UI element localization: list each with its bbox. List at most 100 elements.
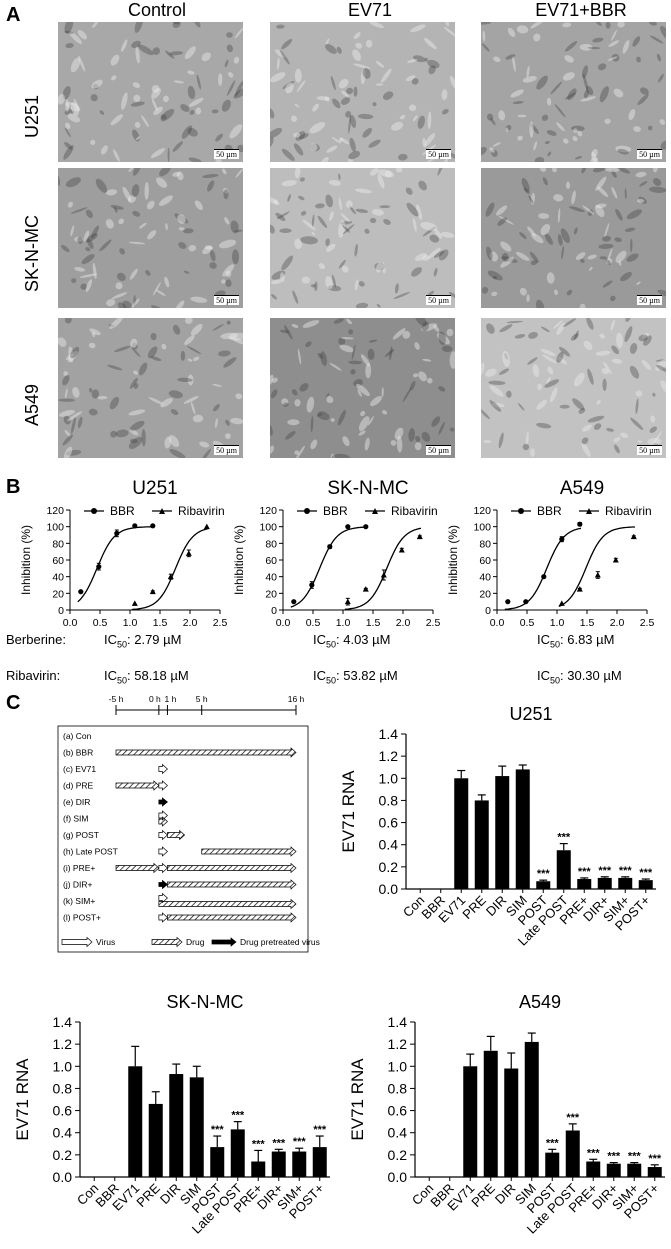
significance-marker: *** xyxy=(557,832,571,844)
legend-ribavirin-marker xyxy=(159,508,165,514)
bbr-point xyxy=(327,544,333,550)
legend-ribavirin-marker xyxy=(372,508,378,514)
bar-sim xyxy=(515,769,530,889)
ribavirin-point xyxy=(416,533,423,540)
ribavirin-point xyxy=(149,588,156,595)
bar-dir- xyxy=(271,1151,286,1177)
virus-arrow xyxy=(158,763,168,775)
micrograph-sk-n-mc-control: 50 µm xyxy=(58,168,243,308)
timeline-tick-label: 16 h xyxy=(288,694,305,704)
y-tick-label: 100 xyxy=(473,522,491,534)
panel-letter-c: C xyxy=(6,692,21,714)
drug-arrow xyxy=(167,912,297,923)
bbr-point xyxy=(309,582,315,588)
y-tick-label: 1.2 xyxy=(53,1036,73,1052)
y-axis-label: Inhibition (%) xyxy=(232,525,246,595)
scale-bar: 50 µm xyxy=(426,445,451,455)
ribavirin-point xyxy=(612,557,619,563)
bar-chart-title: SK-N-MC xyxy=(167,992,244,1012)
scale-bar: 50 µm xyxy=(637,295,662,305)
cell-texture xyxy=(481,22,666,162)
x-tick-label: 0.5 xyxy=(520,617,535,629)
x-tick-label: 0.5 xyxy=(93,617,108,629)
ribavirin-point xyxy=(344,598,351,605)
y-tick-label: 40 xyxy=(265,572,277,584)
timeline-row-label: (d) PRE xyxy=(63,781,94,791)
row-label-a549: A549 xyxy=(22,383,42,426)
bar-pre- xyxy=(577,879,592,889)
significance-marker: *** xyxy=(313,1124,327,1136)
significance-marker: *** xyxy=(648,1153,662,1165)
timeline-row-label: (l) POST+ xyxy=(63,913,101,923)
virus-arrow xyxy=(158,912,168,923)
legend-bbr-marker xyxy=(304,508,310,514)
virus-arrow xyxy=(158,810,168,821)
cell-texture xyxy=(270,318,455,458)
y-tick-label: 0.8 xyxy=(379,792,399,808)
dose-response-charts: U251 BBR Ribavirin 0 20 40 60 80 100 120 0.0 0.5 1.0… xyxy=(19,478,654,629)
bar-post- xyxy=(312,1147,327,1177)
panel-letter-a: A xyxy=(6,4,21,26)
y-tick-label: 80 xyxy=(52,538,64,550)
y-tick-label: 120 xyxy=(46,505,64,517)
ribavirin-fit-curve xyxy=(558,526,635,607)
treatment-timeline: -5 h 0 h 1 h 5 h 16 h (a) Con (b) BBR (c) EV71 (… xyxy=(57,694,320,953)
scale-bar: 50 µm xyxy=(426,149,451,159)
drug-arrow xyxy=(167,862,297,874)
y-tick-label: 20 xyxy=(52,588,64,600)
timeline-row-label: (j) DIR+ xyxy=(63,880,93,890)
dose-chart-u251: U251 BBR Ribavirin 0 20 40 60 80 100 120 0.0 0.5 1.0… xyxy=(19,478,227,629)
bar-chart-title: A549 xyxy=(519,992,561,1012)
timeline-row-label: (k) SIM+ xyxy=(63,896,95,906)
dose-chart-sk-n-mc: SK-N-MC BBR Ribavirin 0 20 40 60 80 100 120 0.0 0.5… xyxy=(232,478,440,629)
y-tick-label: 1.2 xyxy=(388,1036,408,1052)
significance-marker: *** xyxy=(628,1151,642,1163)
bbr-point xyxy=(523,599,529,605)
y-tick-label: 80 xyxy=(265,538,277,550)
cell-texture xyxy=(58,318,243,458)
significance-marker: *** xyxy=(537,868,551,880)
y-tick-label: 60 xyxy=(52,555,64,567)
bar-late-post xyxy=(230,1129,245,1177)
y-tick-label: 1.4 xyxy=(379,726,399,742)
ribavirin-point xyxy=(203,523,210,530)
y-tick-label: 1.0 xyxy=(388,1058,408,1074)
micrograph-u251-ev71: 50 µm xyxy=(270,22,455,162)
bar-sim- xyxy=(627,1163,642,1177)
ribavirin-point xyxy=(594,572,601,578)
legend-virus-label: Virus xyxy=(96,937,115,947)
ribavirin-point xyxy=(362,586,369,592)
timeline-tick-label: 0 h xyxy=(149,694,161,704)
drug-arrow xyxy=(158,898,297,910)
bar-post xyxy=(536,881,551,889)
x-tick-label: 1.0 xyxy=(123,617,138,629)
x-tick-label: 0.0 xyxy=(276,617,291,629)
bar-post- xyxy=(638,880,653,889)
bbr-point xyxy=(577,521,583,527)
significance-marker: *** xyxy=(566,1112,580,1124)
y-axis-label: Inhibition (%) xyxy=(446,525,460,595)
x-tick-label: 1.0 xyxy=(550,617,565,629)
bbr-point xyxy=(505,599,511,605)
ic50-bbr-u251: IC50: 2.79 µM xyxy=(104,632,182,650)
drug-arrow xyxy=(115,862,160,874)
x-tick-label: 1.5 xyxy=(366,617,381,629)
timeline-row-label: (f) SIM xyxy=(63,814,89,824)
timeline-row-label: (e) DIR xyxy=(63,797,90,807)
x-tick-label: 1.5 xyxy=(153,617,168,629)
y-tick-label: 100 xyxy=(259,522,277,534)
y-tick-label: 0.0 xyxy=(388,1169,408,1185)
micrograph-a549-control: 50 µm xyxy=(58,318,243,458)
drug-arrow xyxy=(167,829,186,841)
y-tick-label: 1.0 xyxy=(379,770,399,786)
y-tick-label: 1.0 xyxy=(53,1058,73,1074)
y-tick-label: 100 xyxy=(46,522,64,534)
bar-late-post xyxy=(565,1130,580,1177)
ribavirin-fit-curve xyxy=(131,527,209,611)
micrograph-a549-ev71: 50 µm xyxy=(270,318,455,458)
bar-sim- xyxy=(618,877,633,889)
y-tick-label: 0.0 xyxy=(379,881,399,897)
legend-pretreated-arrow xyxy=(211,937,237,947)
